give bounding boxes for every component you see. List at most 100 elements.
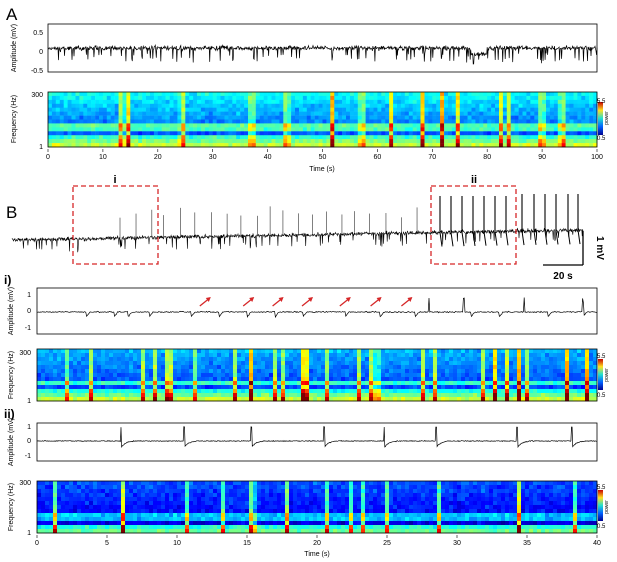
bii-spec-cell bbox=[321, 501, 326, 506]
bi-spec-cell bbox=[273, 365, 278, 370]
a-spec-cell bbox=[530, 115, 535, 120]
a-spec-cell bbox=[79, 103, 84, 108]
a-spec-cell bbox=[306, 111, 311, 116]
bi-spec-cell bbox=[101, 381, 106, 386]
a-spec-cell bbox=[106, 95, 111, 101]
bi-spec-cell bbox=[121, 385, 126, 390]
bi-spec-cell bbox=[289, 349, 294, 354]
a-spec-cell bbox=[177, 143, 182, 148]
a-spec-cell bbox=[181, 131, 186, 136]
a-spec-cell bbox=[538, 135, 543, 140]
bii-spec-cell bbox=[93, 529, 98, 534]
a-spec-cell bbox=[326, 103, 331, 108]
bi-spec-cell bbox=[209, 381, 214, 386]
bi-spec-cell bbox=[173, 381, 178, 386]
bii-spec-cell bbox=[145, 521, 150, 526]
a-spec-cell bbox=[130, 123, 135, 128]
bi-spec-cell bbox=[493, 369, 498, 374]
a-spec-cell bbox=[146, 103, 151, 108]
a-spec-cell bbox=[326, 127, 331, 132]
bi-spec-cell bbox=[41, 385, 46, 390]
bi-spec-cell bbox=[101, 365, 106, 370]
bi-spec-cell bbox=[225, 377, 230, 382]
bii-spec-cell bbox=[85, 485, 90, 490]
bi-spec-cell bbox=[401, 365, 406, 370]
bi-spec-cell bbox=[85, 361, 90, 366]
bii-spec-cell bbox=[97, 489, 102, 494]
bi-spec-cell bbox=[101, 385, 106, 390]
bii-spec-cell bbox=[253, 509, 258, 514]
a-spec-cell bbox=[416, 135, 421, 140]
a-spec-cell bbox=[283, 92, 288, 97]
bii-spec-cell bbox=[105, 497, 110, 502]
a-spec-cell bbox=[126, 123, 131, 128]
a-spec-cell bbox=[428, 123, 433, 128]
bi-spec-cell bbox=[269, 377, 274, 382]
bii-spec-cell bbox=[93, 501, 98, 506]
bi-spec-cell bbox=[49, 353, 54, 358]
bii-spec-cell bbox=[269, 525, 274, 530]
a-spec-cell bbox=[436, 119, 441, 124]
bi-spec-cell bbox=[489, 381, 494, 386]
bi-spec-cell bbox=[573, 393, 578, 398]
a-spec-cell bbox=[114, 131, 119, 136]
bii-spec-cell bbox=[221, 481, 226, 486]
bii-spec-cell bbox=[37, 521, 42, 526]
bi-spec-cell bbox=[145, 373, 150, 378]
a-spec-cell bbox=[593, 123, 598, 128]
a-spec-cell bbox=[126, 135, 131, 140]
bii-spec-cell bbox=[73, 521, 78, 526]
bi-spec-cell bbox=[165, 397, 170, 402]
a-spec-cell bbox=[514, 115, 519, 120]
bii-spec-cell bbox=[357, 517, 362, 522]
a-spec-cell bbox=[377, 107, 382, 112]
bi-spec-cell bbox=[393, 389, 398, 394]
bii-spec-cell bbox=[161, 497, 166, 502]
bi-spec-cell bbox=[269, 385, 274, 390]
bi-spec-cell bbox=[285, 369, 290, 374]
bi-spec-cell bbox=[485, 369, 490, 374]
bii-spec-cell bbox=[213, 481, 218, 486]
a-spec-cell bbox=[287, 99, 292, 105]
a-spec-cell bbox=[142, 95, 147, 101]
a-spec-cell bbox=[577, 123, 582, 128]
bii-spec-cell bbox=[269, 501, 274, 506]
a-spec-cell bbox=[506, 107, 511, 112]
a-spec-cell bbox=[546, 119, 551, 124]
a-spec-cell bbox=[208, 107, 213, 112]
bii-spec-cell bbox=[77, 505, 82, 510]
a-spec-cell bbox=[553, 139, 559, 144]
bi-spec-cell bbox=[281, 381, 286, 386]
bi-spec-cell bbox=[361, 373, 366, 378]
a-spec-cell bbox=[153, 107, 159, 112]
bi-spec-cell bbox=[373, 377, 378, 382]
bi-spec-cell bbox=[201, 373, 206, 378]
bii-spec-cell bbox=[209, 493, 214, 498]
a-spec-cell bbox=[291, 95, 296, 101]
bii-spec-cell bbox=[121, 501, 126, 506]
a-spec-cell bbox=[553, 111, 559, 116]
bi-spec-cell bbox=[377, 385, 382, 390]
bi-spec-cell bbox=[481, 377, 486, 382]
bi-spec-cell bbox=[581, 393, 586, 398]
a-spec-cell bbox=[459, 123, 464, 128]
a-spec-cell bbox=[393, 92, 398, 97]
a-spec-cell bbox=[95, 107, 100, 112]
bi-spec-cell bbox=[493, 349, 498, 354]
bi-spec-cell bbox=[577, 353, 582, 358]
a-spec-cell bbox=[565, 135, 570, 140]
a-spec-cell bbox=[181, 115, 186, 120]
bi-spec-cell bbox=[81, 361, 86, 366]
bi-spec-cell bbox=[409, 377, 414, 382]
bi-spec-cell bbox=[349, 373, 354, 378]
bii-spec-cell bbox=[113, 521, 118, 526]
bi-spec-cell bbox=[525, 385, 530, 390]
a-spec-cell bbox=[593, 135, 598, 140]
event-arrowhead bbox=[308, 297, 313, 302]
bi-spec-cell bbox=[349, 349, 354, 354]
bi-spec-cell bbox=[409, 381, 414, 386]
bii-spec-cell bbox=[193, 497, 198, 502]
bii-spec-cell bbox=[189, 493, 194, 498]
bi-spec-cell bbox=[437, 349, 442, 354]
bi-spec-cell bbox=[349, 353, 354, 358]
